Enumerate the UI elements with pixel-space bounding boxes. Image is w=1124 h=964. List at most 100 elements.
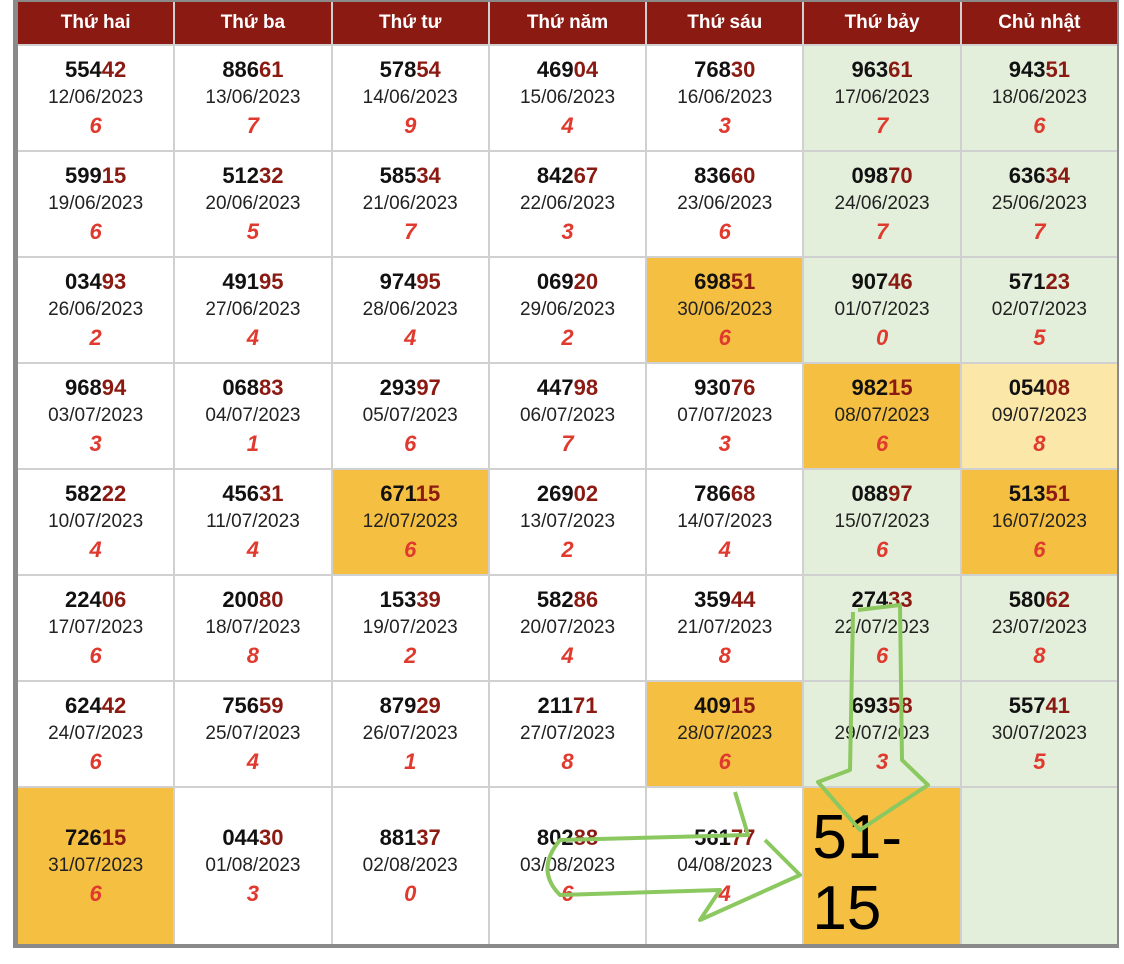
number-last-two: 04 bbox=[573, 57, 599, 82]
number-prefix: 561 bbox=[694, 825, 731, 850]
result-cell: 51232 20/06/2023 5 bbox=[175, 152, 331, 256]
result-cell: 03493 26/06/2023 2 bbox=[18, 258, 174, 362]
lottery-number: 75659 bbox=[222, 693, 283, 719]
number-prefix: 068 bbox=[222, 375, 260, 400]
number-prefix: 624 bbox=[65, 693, 102, 718]
result-cell: 84267 22/06/2023 3 bbox=[489, 152, 646, 256]
digit-sum: 6 bbox=[89, 749, 102, 774]
number-last-two: 86 bbox=[573, 587, 599, 612]
result-cell: 56177 04/08/2023 4 bbox=[647, 788, 803, 944]
draw-date: 22/06/2023 bbox=[519, 193, 616, 214]
draw-date: 13/07/2023 bbox=[519, 511, 616, 532]
digit-sum: 3 bbox=[718, 431, 731, 456]
number-last-two: 34 bbox=[1045, 163, 1070, 188]
draw-date: 15/06/2023 bbox=[519, 87, 616, 108]
draw-date: 23/07/2023 bbox=[991, 617, 1087, 638]
result-cell: 08897 15/07/2023 6 bbox=[804, 470, 960, 574]
result-cell: 59915 19/06/2023 6 bbox=[18, 152, 174, 256]
draw-date: 26/07/2023 bbox=[362, 723, 458, 744]
digit-sum: 6 bbox=[718, 325, 731, 350]
number-last-two: 32 bbox=[259, 163, 284, 188]
number-last-two: 31 bbox=[259, 481, 284, 506]
lottery-number: 49195 bbox=[222, 269, 283, 295]
lottery-number: 09870 bbox=[851, 163, 912, 189]
number-prefix: 968 bbox=[65, 375, 102, 400]
result-cell: 35944 21/07/2023 8 bbox=[647, 576, 803, 680]
number-prefix: 786 bbox=[694, 481, 731, 506]
result-cell: 58534 21/06/2023 7 bbox=[332, 152, 488, 256]
lottery-number: 59915 bbox=[65, 163, 126, 189]
number-prefix: 512 bbox=[222, 163, 260, 188]
lottery-number: 67115 bbox=[380, 481, 440, 507]
lottery-number: 58222 bbox=[65, 481, 126, 507]
digit-sum: 5 bbox=[1033, 749, 1046, 774]
number-prefix: 698 bbox=[694, 269, 731, 294]
draw-date: 06/07/2023 bbox=[519, 405, 616, 426]
draw-date: 15/07/2023 bbox=[834, 511, 930, 532]
digit-sum: 6 bbox=[404, 431, 417, 456]
draw-date: 05/07/2023 bbox=[362, 405, 458, 426]
number-prefix: 671 bbox=[380, 481, 416, 506]
draw-date: 26/06/2023 bbox=[48, 299, 144, 320]
lottery-number: 03493 bbox=[65, 269, 126, 295]
number-last-two: 97 bbox=[416, 375, 441, 400]
result-cell: 15339 19/07/2023 2 bbox=[332, 576, 488, 680]
draw-date: 04/07/2023 bbox=[205, 405, 301, 426]
number-last-two: 15 bbox=[101, 163, 127, 188]
number-last-two: 95 bbox=[259, 269, 284, 294]
digit-sum: 0 bbox=[875, 325, 889, 350]
number-last-two: 06 bbox=[101, 587, 127, 612]
digit-sum: 6 bbox=[1033, 537, 1046, 562]
result-cell: 40915 28/07/2023 6 bbox=[647, 682, 803, 786]
digit-sum: 4 bbox=[404, 325, 417, 350]
number-prefix: 886 bbox=[222, 57, 260, 82]
lottery-number: 83660 bbox=[694, 163, 755, 189]
result-cell: 75659 25/07/2023 4 bbox=[175, 682, 331, 786]
number-prefix: 907 bbox=[851, 269, 889, 294]
draw-date: 17/06/2023 bbox=[834, 87, 930, 108]
lottery-number: 29397 bbox=[380, 375, 441, 401]
number-prefix: 069 bbox=[536, 269, 574, 294]
digit-sum: 2 bbox=[89, 325, 102, 350]
lottery-number: 87929 bbox=[380, 693, 441, 719]
result-cell: 96894 03/07/2023 3 bbox=[18, 364, 174, 468]
number-last-two: 71 bbox=[573, 693, 598, 718]
number-prefix: 879 bbox=[379, 693, 417, 718]
draw-date: 27/06/2023 bbox=[205, 299, 301, 320]
result-cell: 04430 01/08/2023 3 bbox=[175, 788, 331, 944]
lottery-number: 20080 bbox=[222, 587, 283, 613]
result-cell: 62442 24/07/2023 6 bbox=[18, 682, 174, 786]
lottery-number: 57854 bbox=[380, 57, 441, 83]
digit-sum: 6 bbox=[89, 113, 102, 138]
number-last-two: 33 bbox=[888, 587, 913, 612]
result-cell: 27433 22/07/2023 6 bbox=[804, 576, 960, 680]
digit-sum: 7 bbox=[1033, 219, 1046, 244]
lottery-number: 04430 bbox=[222, 825, 283, 851]
result-cell: 58222 10/07/2023 4 bbox=[18, 470, 174, 574]
column-header: Thứ tư bbox=[332, 2, 488, 44]
digit-sum: 7 bbox=[875, 219, 889, 244]
digit-sum: 3 bbox=[718, 113, 731, 138]
digit-sum: 4 bbox=[561, 643, 574, 668]
digit-sum: 3 bbox=[875, 749, 889, 774]
draw-date: 29/06/2023 bbox=[519, 299, 616, 320]
number-prefix: 557 bbox=[1008, 693, 1046, 718]
digit-sum: 7 bbox=[561, 431, 574, 456]
column-header: Thứ hai bbox=[18, 2, 174, 44]
digit-sum: 4 bbox=[246, 537, 260, 562]
number-last-two: 80 bbox=[259, 587, 284, 612]
lottery-number: 55741 bbox=[1009, 693, 1070, 719]
digit-sum: 4 bbox=[246, 325, 260, 350]
draw-date: 16/06/2023 bbox=[677, 87, 773, 108]
lottery-number: 56177 bbox=[694, 825, 755, 851]
result-cell: 45631 11/07/2023 4 bbox=[175, 470, 331, 574]
digit-sum: 6 bbox=[561, 881, 574, 906]
draw-date: 14/06/2023 bbox=[362, 87, 458, 108]
number-prefix: 585 bbox=[379, 163, 417, 188]
column-header: Thứ bảy bbox=[804, 2, 960, 44]
draw-date: 02/07/2023 bbox=[991, 299, 1087, 320]
prediction-cell: 51-15 bbox=[804, 788, 960, 944]
draw-date: 24/06/2023 bbox=[834, 193, 930, 214]
number-prefix: 963 bbox=[851, 57, 889, 82]
number-prefix: 726 bbox=[65, 825, 102, 850]
